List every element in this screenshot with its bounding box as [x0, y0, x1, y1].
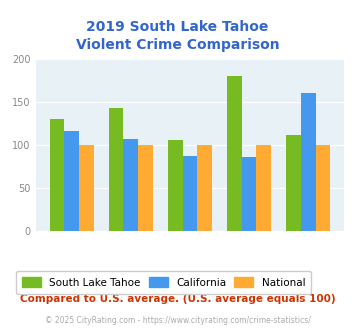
Text: © 2025 CityRating.com - https://www.cityrating.com/crime-statistics/: © 2025 CityRating.com - https://www.city…: [45, 316, 310, 325]
Bar: [50, 118, 64, 231]
Bar: [256, 145, 271, 231]
Bar: [79, 145, 94, 231]
Bar: [197, 145, 212, 231]
Bar: [168, 140, 182, 231]
Bar: [124, 139, 138, 231]
Bar: [286, 135, 301, 231]
Text: 2019 South Lake Tahoe
Violent Crime Comparison: 2019 South Lake Tahoe Violent Crime Comp…: [76, 20, 279, 52]
Legend: South Lake Tahoe, California, National: South Lake Tahoe, California, National: [16, 271, 311, 294]
Bar: [109, 108, 124, 231]
Bar: [138, 145, 153, 231]
Bar: [316, 145, 330, 231]
Bar: [182, 156, 197, 231]
Bar: [227, 76, 242, 231]
Bar: [301, 93, 316, 231]
Text: Compared to U.S. average. (U.S. average equals 100): Compared to U.S. average. (U.S. average …: [20, 294, 335, 304]
Bar: [242, 157, 256, 231]
Bar: [64, 131, 79, 231]
